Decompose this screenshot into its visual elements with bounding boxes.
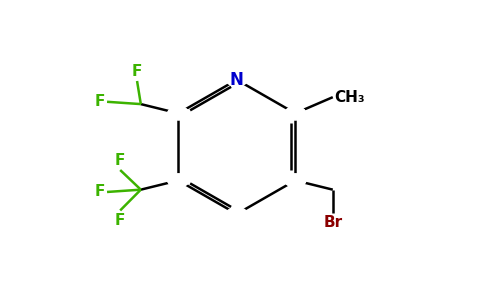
Text: F: F bbox=[95, 94, 105, 109]
Circle shape bbox=[285, 174, 306, 187]
Circle shape bbox=[227, 73, 247, 86]
Text: N: N bbox=[230, 71, 244, 89]
Circle shape bbox=[285, 107, 306, 120]
Circle shape bbox=[168, 174, 189, 187]
Text: F: F bbox=[95, 184, 105, 200]
Text: CH₃: CH₃ bbox=[334, 90, 365, 105]
Text: F: F bbox=[115, 153, 125, 168]
Text: F: F bbox=[115, 213, 125, 228]
Circle shape bbox=[168, 107, 189, 120]
Circle shape bbox=[285, 174, 306, 187]
Circle shape bbox=[285, 107, 306, 120]
Circle shape bbox=[168, 107, 189, 120]
Circle shape bbox=[227, 208, 247, 220]
Text: Br: Br bbox=[323, 215, 342, 230]
Text: F: F bbox=[132, 64, 142, 79]
Circle shape bbox=[168, 174, 189, 187]
